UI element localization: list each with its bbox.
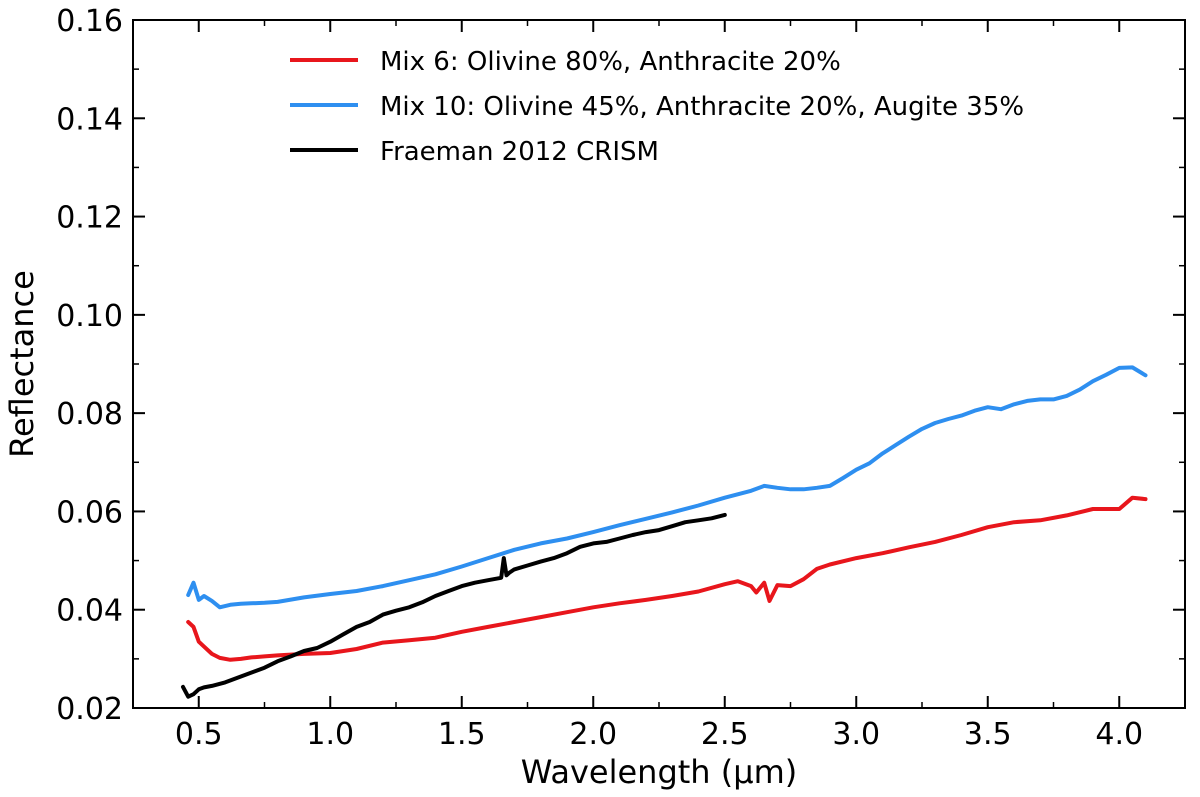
x-tick-label: 3.5 xyxy=(964,717,1012,752)
series-line-1 xyxy=(186,495,1148,662)
legend-label-2: Mix 10: Olivine 45%, Anthracite 20%, Aug… xyxy=(380,92,1024,122)
x-tick-label: 4.0 xyxy=(1095,717,1143,752)
series-line-3 xyxy=(181,512,727,699)
x-tick-label: 2.0 xyxy=(569,717,617,752)
y-tick-label: 0.04 xyxy=(56,594,123,629)
x-tick-label: 2.5 xyxy=(701,717,749,752)
x-tick-label: 1.5 xyxy=(438,717,486,752)
y-axis-label: Reflectance xyxy=(3,270,41,458)
legend-label-3: Fraeman 2012 CRISM xyxy=(380,137,659,167)
ticks-layer: 0.5 1.0 1.5 2.0 2.5 3.0 3.5 4.0 0.02 0.04 0.06 0.08… xyxy=(56,4,1186,752)
y-tick-label: 0.12 xyxy=(56,201,123,236)
x-axis-label: Wavelength (µm) xyxy=(521,753,798,791)
y-tick-label: 0.06 xyxy=(56,495,123,530)
y-tick-label: 0.16 xyxy=(56,4,123,39)
y-tick-label: 0.02 xyxy=(56,692,123,727)
y-tick-label: 0.10 xyxy=(56,299,123,334)
x-tick-label: 0.5 xyxy=(175,717,223,752)
plot-frame xyxy=(132,19,1186,709)
plot-area xyxy=(133,20,1185,708)
series-layer xyxy=(181,365,1148,699)
legend: Mix 6: Olivine 80%, Anthracite 20% Mix 10… xyxy=(290,47,1024,167)
y-tick-label: 0.08 xyxy=(56,397,123,432)
x-tick-label: 1.0 xyxy=(306,717,354,752)
series-line-2 xyxy=(186,365,1148,610)
legend-label-1: Mix 6: Olivine 80%, Anthracite 20% xyxy=(380,47,841,77)
y-tick-label: 0.14 xyxy=(56,102,123,137)
x-tick-label: 3.0 xyxy=(832,717,880,752)
